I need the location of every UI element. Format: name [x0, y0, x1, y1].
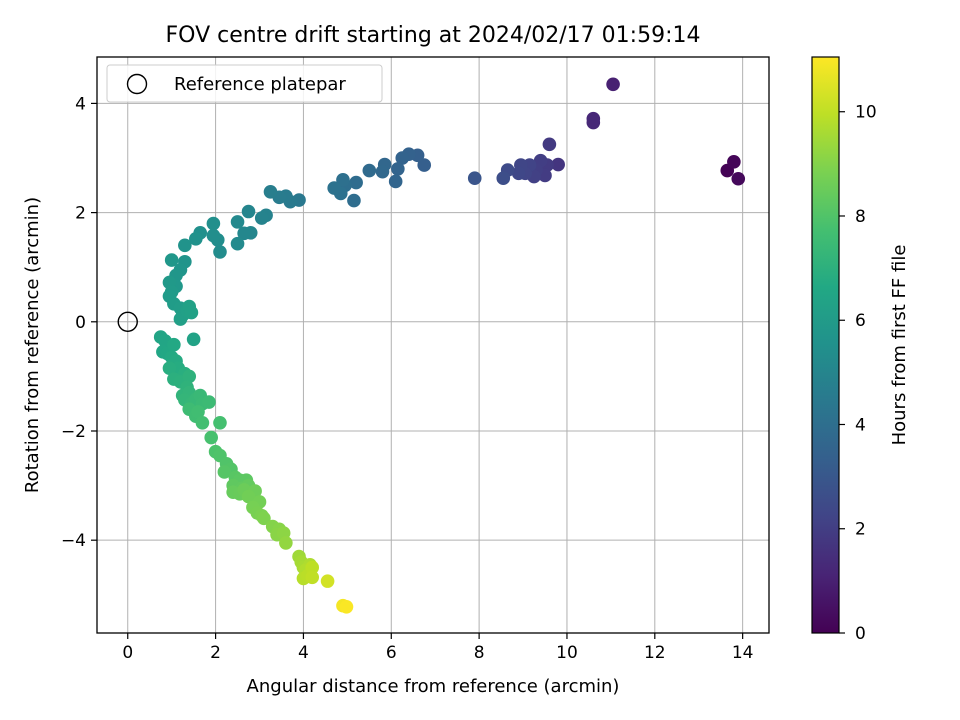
data-point — [347, 193, 361, 208]
x-axis: 0 2 4 6 8 10 12 14 — [122, 633, 753, 663]
data-point — [349, 175, 363, 190]
gridlines — [97, 57, 769, 633]
data-points — [153, 77, 746, 614]
data-point — [339, 599, 354, 614]
data-point — [417, 158, 432, 172]
x-tick-label: 10 — [556, 643, 578, 663]
y-tick-label: −2 — [61, 422, 86, 442]
data-point — [511, 166, 526, 181]
x-tick-label: 12 — [644, 643, 666, 663]
data-point — [388, 174, 403, 189]
data-point — [189, 232, 203, 246]
data-point — [467, 171, 482, 186]
data-point — [305, 560, 320, 575]
data-point — [551, 157, 565, 172]
data-point — [206, 228, 221, 243]
colorbar-tick-label: 0 — [855, 624, 866, 644]
y-tick-label: 2 — [75, 204, 86, 224]
chart-title: FOV centre drift starting at 2024/02/17 … — [166, 23, 701, 48]
data-point — [202, 395, 216, 409]
data-point — [237, 226, 251, 241]
colorbar-ticks: 0 2 4 6 8 10 — [839, 103, 877, 644]
data-point — [327, 181, 341, 195]
data-point — [362, 163, 377, 178]
data-point — [213, 416, 227, 430]
colorbar-label: Hours from first FF file — [889, 245, 910, 446]
data-point — [204, 430, 218, 445]
x-tick-label: 8 — [474, 643, 485, 663]
data-point — [305, 570, 320, 585]
data-point — [213, 245, 227, 259]
colorbar-tick-label: 8 — [855, 207, 866, 227]
y-axis-label: Rotation from reference (arcmin) — [22, 197, 43, 493]
legend: Reference platepar — [106, 64, 383, 103]
data-point — [279, 536, 293, 550]
x-tick-label: 4 — [298, 643, 309, 663]
data-point — [391, 162, 405, 176]
legend-open-circle-icon — [126, 73, 148, 95]
data-point — [206, 216, 221, 231]
data-point — [162, 361, 177, 376]
data-point — [496, 171, 511, 186]
x-tick-label: 6 — [386, 643, 397, 663]
colorbar-tick-label: 2 — [855, 520, 866, 540]
data-point — [586, 115, 601, 130]
data-point — [257, 511, 271, 526]
legend-label: Reference platepar — [174, 74, 346, 95]
data-point — [375, 164, 390, 179]
x-tick-label: 0 — [122, 643, 133, 663]
data-point — [182, 369, 197, 384]
y-tick-label: 0 — [75, 313, 86, 333]
y-tick-label: −4 — [61, 531, 86, 551]
data-point — [241, 204, 256, 219]
data-point — [542, 137, 557, 152]
data-point — [178, 238, 192, 253]
y-axis: −4 −2 0 2 4 — [61, 94, 97, 551]
legend-box — [106, 64, 383, 103]
x-axis-label: Angular distance from reference (arcmin) — [247, 676, 620, 697]
data-point — [217, 465, 232, 479]
reference-marker — [117, 311, 138, 332]
data-point — [230, 236, 245, 251]
data-point — [727, 155, 741, 169]
data-point — [186, 332, 201, 347]
colorbar-tick-label: 6 — [855, 311, 866, 331]
data-point — [254, 211, 269, 225]
data-point — [336, 173, 350, 187]
colorbar: 0 2 4 6 8 10 Hours from first FF file — [811, 56, 910, 644]
data-point — [164, 253, 179, 267]
data-point — [731, 171, 746, 186]
y-tick-label: 4 — [75, 94, 86, 114]
data-point — [395, 151, 410, 165]
reference-platepar-point — [117, 311, 138, 332]
colorbar-tick-label: 10 — [855, 103, 877, 123]
data-point — [167, 337, 181, 352]
data-point — [263, 185, 278, 199]
data-point — [184, 305, 199, 320]
data-point — [230, 215, 245, 229]
x-tick-label: 14 — [732, 643, 754, 663]
data-point — [320, 574, 335, 588]
data-point — [195, 416, 210, 430]
colorbar-tick-label: 4 — [855, 415, 866, 435]
data-point — [606, 77, 620, 92]
data-point — [241, 489, 256, 504]
data-point — [191, 405, 205, 419]
colorbar-gradient — [811, 56, 840, 634]
x-tick-label: 2 — [210, 643, 221, 663]
plot-frame — [96, 56, 770, 634]
